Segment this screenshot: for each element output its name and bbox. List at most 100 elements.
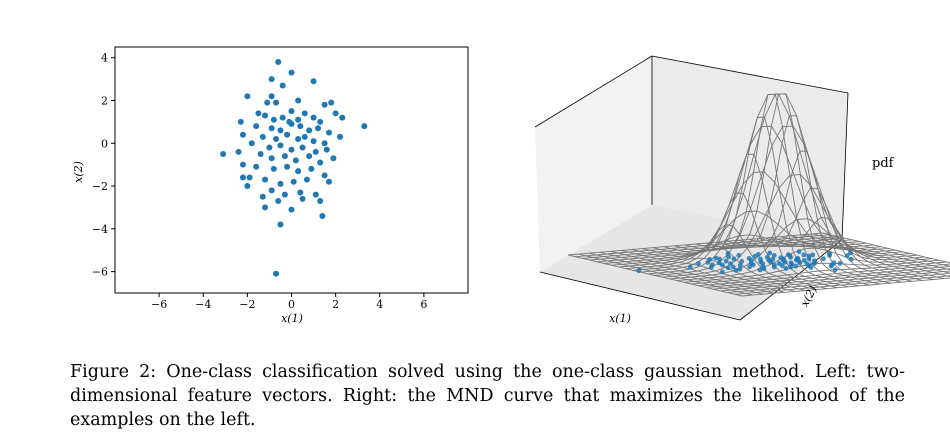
surface-wire-line [676,247,932,282]
scatter-point [361,123,368,130]
scatter-point [239,131,246,138]
scatter-point [281,153,288,160]
surface-point [720,262,725,268]
scatter-point [317,198,324,205]
surface-point [752,253,758,259]
surface-point [636,268,642,274]
scatter-point [273,99,280,106]
scatter-point [317,159,324,166]
surface-point [736,252,742,258]
surface-point [848,256,854,262]
scatter-point [299,195,306,202]
surface-point [739,259,745,264]
scatter-y-ticks: 4 2 0 −2 −4 −6 [92,52,115,279]
scatter-point [308,165,315,172]
surface-point [788,264,794,270]
surface-point [801,252,807,258]
surface-wire-line [705,265,950,288]
surface-wire-line [669,218,925,280]
surface-point [730,264,736,270]
surface-point [767,250,773,256]
scatter-point [279,114,286,121]
scatter-point [257,150,264,157]
y-tick-label: −4 [92,223,108,236]
scatter-point [290,178,297,185]
scatter-point [259,193,266,200]
scatter-point [237,118,244,125]
surface-point [844,253,850,258]
surface-wire-line [683,259,940,283]
scatter-point [246,174,253,181]
surface-point [728,261,733,267]
surface-point [801,258,807,263]
surface-point [750,262,756,268]
scatter-point [306,153,313,160]
surface-wire-line [720,270,950,292]
scatter-point [273,135,280,142]
scatter-point [326,129,333,136]
scatter-point [266,144,273,151]
surface-x-axis-label: x(1) [609,312,631,325]
scatter-point [321,172,328,179]
surface-point [771,264,777,270]
scatter-point [330,155,337,162]
surface-point [783,266,789,271]
scatter-point [301,110,308,117]
x-tick-label: 4 [376,298,383,311]
scatter-point [270,165,277,172]
x-tick-label: 0 [288,298,295,311]
surface-point [733,267,739,273]
scatter-point [284,131,291,138]
scatter-points [220,58,368,277]
scatter-point [321,101,328,108]
surface-wire-line [604,241,860,264]
surface-point [726,254,731,260]
scatter-point [326,178,333,185]
scatter-point [268,76,275,83]
scatter-point [277,221,284,228]
surface-point [705,259,711,265]
scatter-point [321,140,328,147]
surface-point [782,259,788,265]
scatter-point [262,176,269,183]
scatter-point [299,144,306,151]
y-tick-label: −2 [92,180,108,193]
surface-wire-line [640,93,896,273]
surface-point [806,256,812,262]
scatter-point [277,127,284,134]
scatter-point [314,125,321,132]
scatter-point [288,121,295,128]
scatter-point [281,191,288,198]
surface-point [747,264,753,270]
scatter-point [275,58,282,65]
scatter-plot: −6 −4 −2 0 2 4 6 4 2 0 −2 −4 −6 x(1) x(2) [72,46,469,325]
scatter-point [303,176,310,183]
surface-wire-line [575,234,831,258]
surface-point [737,262,743,268]
surface-wire-line [734,275,950,295]
scatter-point [337,133,344,140]
scatter-point [244,183,251,190]
surface-point [828,263,834,269]
surface-point [771,253,777,258]
surface-point [755,252,761,257]
scatter-point [339,114,346,121]
scatter-point [295,168,302,175]
surface-wire-line [633,125,889,271]
scatter-point [262,204,269,211]
scatter-point [317,118,324,125]
surface-point [717,256,722,262]
x-tick-label: −6 [151,298,167,311]
surface-point [725,251,731,256]
scatter-point [332,110,339,117]
scatter-point [253,123,260,130]
surface-wire-line [625,171,882,270]
surface-wire-line [654,125,911,276]
scatter-point [255,110,262,117]
surface-point [708,264,714,270]
surface-point [788,254,793,260]
scatter-point [277,142,284,149]
figure-caption: Figure 2: One-class classification solve… [70,362,905,430]
surface-point [719,269,725,275]
surface-wire-line [741,277,950,297]
